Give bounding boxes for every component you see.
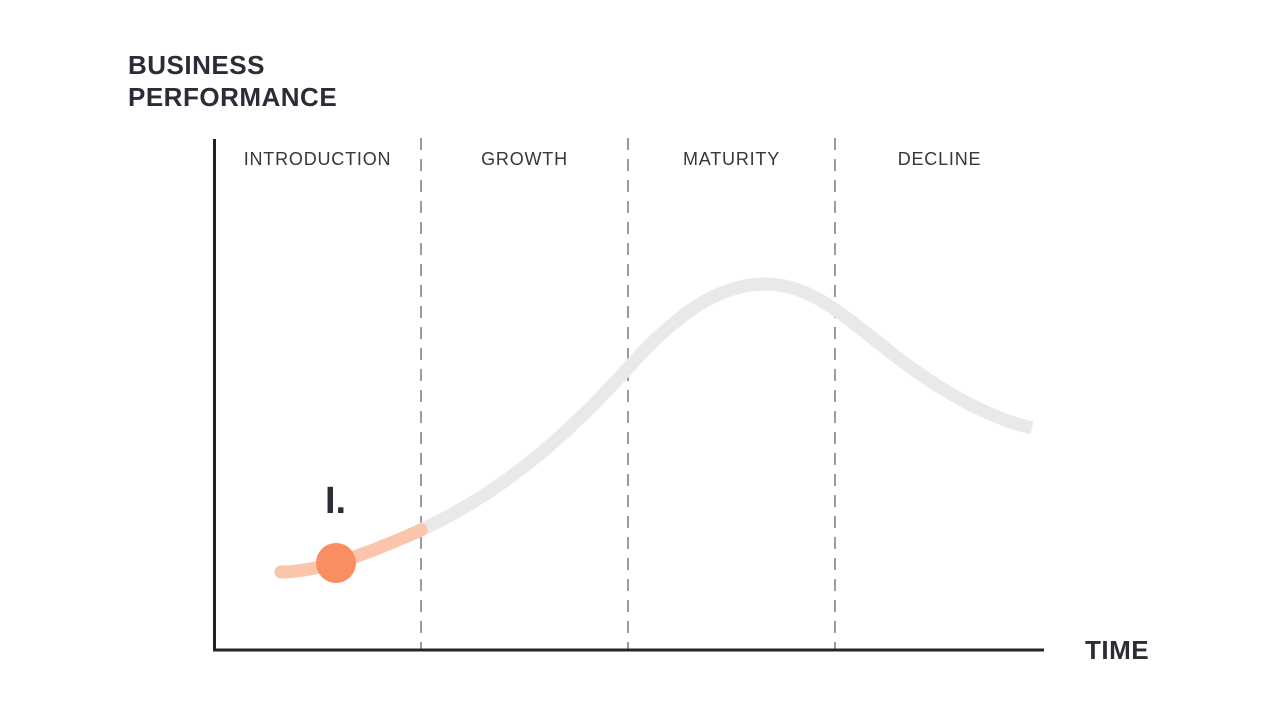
x-axis-title: TIME bbox=[1085, 635, 1150, 665]
lifecycle-curve bbox=[418, 277, 1034, 536]
phase-label-growth: GROWTH bbox=[481, 149, 568, 169]
highlight-point-label: I. bbox=[325, 480, 347, 522]
introduction-marker-dot bbox=[316, 543, 356, 583]
phase-label-maturity: MATURITY bbox=[682, 149, 781, 169]
y-axis-title: BUSINESS PERFORMANCE bbox=[128, 50, 338, 112]
phase-label-decline: DECLINE bbox=[897, 149, 982, 169]
phase-label-introduction: INTRODUCTION bbox=[243, 149, 392, 169]
